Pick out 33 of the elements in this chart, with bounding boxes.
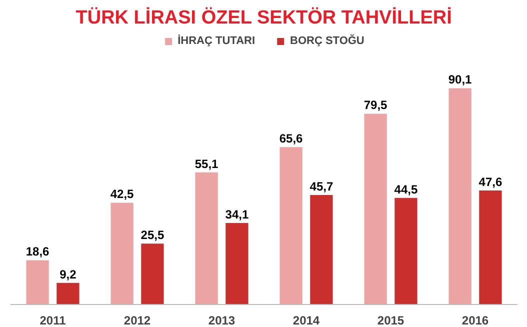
chart-title: TÜRK LİRASI ÖZEL SEKTÖR TAHVİLLERİ xyxy=(76,6,452,28)
bar xyxy=(448,87,472,304)
legend-label: BORÇ STOĞU xyxy=(290,35,364,47)
x-tick-label: 2016 xyxy=(462,314,489,327)
bar xyxy=(278,146,304,304)
data-label: 90,1 xyxy=(448,72,472,87)
x-tick-label: 2013 xyxy=(208,314,236,327)
data-label: 79,5 xyxy=(364,98,388,112)
bar xyxy=(56,282,80,304)
x-tick-label: 2014 xyxy=(292,314,320,327)
x-tick-label: 2012 xyxy=(124,314,151,327)
x-tick-label: 2015 xyxy=(377,314,404,327)
bar xyxy=(25,259,50,304)
bar xyxy=(140,242,165,304)
data-label: 42,5 xyxy=(110,187,134,202)
legend-label: İHRAÇ TUTARI xyxy=(178,35,256,47)
data-label: 25,5 xyxy=(140,228,164,242)
data-label: 9,2 xyxy=(60,267,77,282)
data-label: 18,6 xyxy=(26,244,50,259)
bar xyxy=(194,171,219,304)
bar xyxy=(363,112,388,304)
data-label: 47,6 xyxy=(478,174,502,189)
data-label: 55,1 xyxy=(194,156,219,171)
bar xyxy=(110,202,134,304)
bar xyxy=(478,189,503,304)
data-label: 65,6 xyxy=(279,132,304,146)
data-label: 34,1 xyxy=(225,207,249,222)
data-label: 45,7 xyxy=(310,180,334,194)
x-tick-label: 2011 xyxy=(40,314,66,327)
data-label: 44,5 xyxy=(394,182,418,196)
bar xyxy=(224,222,250,304)
bar xyxy=(394,196,418,304)
bar xyxy=(309,194,334,304)
